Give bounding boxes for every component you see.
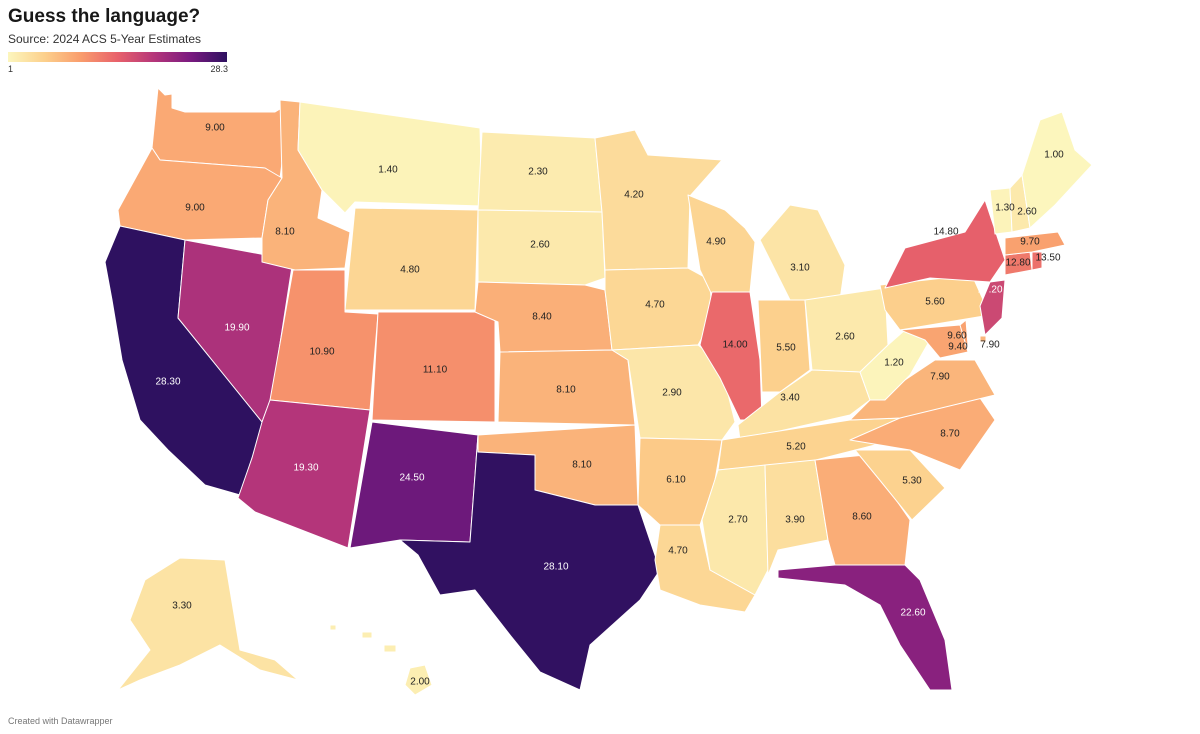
state-value-label-mt: 1.40	[378, 165, 398, 176]
state-value-label-ar: 6.10	[666, 475, 686, 486]
state-value-label-co: 11.10	[423, 365, 448, 376]
state-value-label-nd: 2.30	[528, 167, 548, 178]
state-value-label-la: 4.70	[668, 546, 688, 557]
state-value-label-nc: 8.70	[940, 429, 960, 440]
state-value-label-nv: 19.90	[224, 323, 249, 334]
state-value-label-ks: 8.10	[556, 385, 576, 396]
state-value-label-ca: 28.30	[155, 377, 180, 388]
state-value-label-dc: 7.90	[980, 340, 1000, 351]
state-value-label-ia: 4.70	[645, 300, 665, 311]
map-subtitle: Source: 2024 ACS 5-Year Estimates	[8, 32, 201, 46]
state-me[interactable]	[1021, 111, 1093, 229]
state-value-label-wa: 9.00	[205, 123, 225, 134]
state-value-label-ms: 2.70	[728, 515, 748, 526]
state-value-label-md: 9.40	[948, 342, 968, 353]
state-value-label-ny: 14.80	[933, 227, 958, 238]
state-va[interactable]	[849, 359, 996, 421]
state-value-label-wy: 4.80	[400, 265, 420, 276]
state-value-label-ak: 3.30	[172, 601, 192, 612]
state-value-label-al: 3.90	[785, 515, 805, 526]
state-nj[interactable]	[979, 279, 1006, 336]
state-value-label-de: 9.60	[947, 331, 967, 342]
state-dc[interactable]	[979, 335, 987, 343]
color-legend-bar	[8, 52, 227, 62]
state-sc[interactable]	[854, 449, 946, 521]
state-value-label-ne: 8.40	[532, 312, 552, 323]
state-value-label-az: 19.30	[293, 463, 318, 474]
state-value-label-me: 1.00	[1044, 150, 1064, 161]
state-wy[interactable]	[344, 207, 479, 311]
state-hi[interactable]	[329, 624, 433, 696]
state-value-label-wv: 1.20	[884, 358, 904, 369]
state-nm[interactable]	[349, 421, 479, 549]
state-value-label-ma: 9.70	[1020, 237, 1040, 248]
state-value-label-hi: 2.00	[410, 677, 430, 688]
state-value-label-ri: 13.50	[1035, 253, 1060, 264]
state-fl[interactable]	[777, 564, 953, 691]
state-az[interactable]	[237, 399, 371, 549]
state-wv[interactable]	[859, 329, 931, 401]
map-title: Guess the language?	[8, 6, 201, 27]
state-value-label-in: 5.50	[776, 343, 796, 354]
state-value-label-ut: 10.90	[309, 347, 334, 358]
state-value-label-va: 7.90	[930, 372, 950, 383]
state-in[interactable]	[757, 299, 811, 393]
state-value-label-ga: 8.60	[852, 512, 872, 523]
state-value-label-vt: 1.30	[995, 203, 1015, 214]
state-ny[interactable]	[884, 199, 1006, 289]
state-value-label-ky: 3.40	[780, 393, 800, 404]
state-value-label-pa: 5.60	[925, 297, 945, 308]
state-value-label-oh: 2.60	[835, 332, 855, 343]
state-value-label-mi: 3.10	[790, 263, 810, 274]
state-value-label-tx: 28.10	[543, 562, 568, 573]
state-sd[interactable]	[477, 209, 606, 286]
state-value-label-or: 9.00	[185, 203, 205, 214]
legend-max-label: 28.3	[210, 64, 228, 74]
state-value-label-nh: 2.60	[1017, 207, 1037, 218]
state-ma[interactable]	[1004, 231, 1066, 256]
state-md[interactable]	[899, 324, 969, 359]
state-value-label-tn: 5.20	[786, 442, 806, 453]
state-value-label-ct: 12.80	[1005, 258, 1030, 269]
state-value-label-il: 14.00	[722, 340, 747, 351]
state-value-label-ok: 8.10	[572, 460, 592, 471]
state-co[interactable]	[371, 311, 496, 423]
state-ri[interactable]	[1031, 251, 1043, 271]
legend-min-label: 1	[8, 64, 14, 74]
state-value-label-nm: 24.50	[399, 473, 424, 484]
state-value-label-wi: 4.90	[706, 237, 726, 248]
state-value-label-sd: 2.60	[530, 240, 550, 251]
state-value-label-nj: 17.20	[977, 285, 1002, 296]
state-mi[interactable]	[759, 204, 846, 311]
footer-credit: Created with Datawrapper	[8, 716, 113, 726]
state-al[interactable]	[764, 459, 829, 576]
state-ak[interactable]	[117, 557, 299, 691]
state-tx[interactable]	[399, 434, 661, 691]
state-value-label-mn: 4.20	[624, 190, 644, 201]
state-wi[interactable]	[687, 194, 756, 296]
state-value-label-fl: 22.60	[900, 608, 925, 619]
state-value-label-sc: 5.30	[902, 476, 922, 487]
state-value-label-mo: 2.90	[662, 388, 682, 399]
state-mt[interactable]	[297, 101, 483, 214]
state-ks[interactable]	[497, 349, 636, 426]
state-la[interactable]	[654, 524, 756, 613]
state-value-label-id: 8.10	[275, 227, 295, 238]
